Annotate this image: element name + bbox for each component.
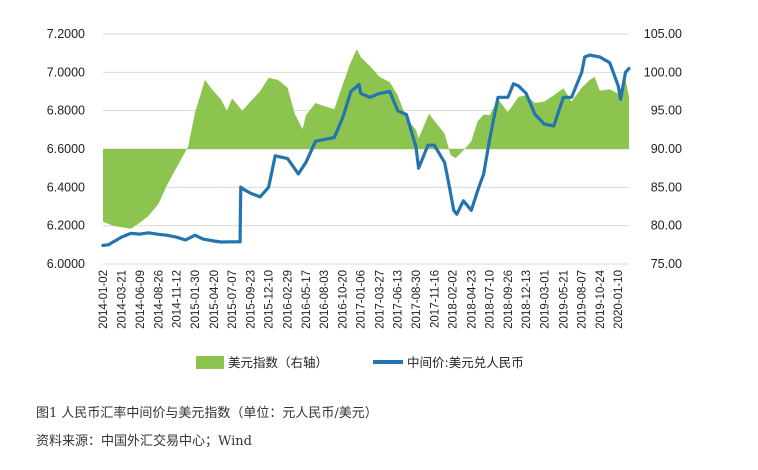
x-axis-tick-label: 2015-01-30 — [190, 270, 202, 329]
x-axis-tick-label: 2016-02-29 — [283, 270, 295, 329]
x-axis-tick-label: 2017-06-13 — [393, 270, 405, 329]
x-axis-tick-label: 2018-12-13 — [521, 270, 533, 329]
right-axis-tick-label: 80.00 — [651, 219, 682, 233]
line-series-usdcny-fixing — [101, 53, 631, 247]
left-axis-tick-label: 6.6000 — [47, 142, 85, 156]
x-axis-tick-label: 2020-01-10 — [613, 270, 625, 329]
right-axis-tick-label: 90.00 — [651, 142, 682, 156]
x-axis-tick-label: 2014-03-21 — [116, 270, 128, 329]
legend-label-area: 美元指数（右轴） — [228, 355, 328, 370]
right-axis-tick-label: 75.00 — [651, 257, 682, 271]
left-axis-tick-label: 7.0000 — [47, 65, 85, 79]
x-axis-tick-label: 2019-08-07 — [577, 270, 589, 329]
x-axis-tick-label: 2014-06-09 — [135, 270, 147, 329]
legend-swatch-area — [196, 356, 224, 369]
legend: 美元指数（右轴） 中间价:美元兑人民币 — [196, 355, 524, 370]
x-axis-tick-label: 2016-10-20 — [337, 270, 349, 329]
left-axis-tick-label: 6.0000 — [47, 257, 85, 271]
left-axis-tick-label: 6.2000 — [47, 219, 85, 233]
x-axis-tick-label: 2017-01-06 — [356, 270, 368, 329]
x-axis-tick-label: 2015-07-07 — [227, 270, 239, 329]
x-axis-tick-label: 2014-01-02 — [98, 270, 110, 329]
x-axis-tick-label: 2019-10-24 — [595, 269, 607, 328]
left-axis-tick-label: 7.2000 — [47, 27, 85, 41]
left-axis-tick-label: 6.4000 — [47, 180, 85, 194]
x-axis-ticks: 2014-01-02 2014-03-21 2014-06-09 2014-08-26… — [98, 269, 625, 328]
line-series-layer — [101, 53, 631, 247]
x-axis-tick-label: 2015-04-20 — [209, 270, 221, 329]
right-axis-tick-label: 95.00 — [651, 104, 682, 118]
x-axis-tick-label: 2014-08-26 — [153, 270, 165, 329]
x-axis-tick-label: 2017-08-30 — [411, 270, 423, 329]
right-axis-tick-label: 100.00 — [644, 65, 682, 79]
x-axis-tick-label: 2019-05-21 — [558, 270, 570, 329]
right-axis-tick-label: 105.00 — [644, 27, 682, 41]
x-axis-tick-label: 2018-07-10 — [485, 270, 497, 329]
x-axis-tick-label: 2018-04-23 — [466, 270, 478, 329]
x-axis-tick-label: 2015-12-10 — [264, 270, 276, 329]
x-axis-tick-label: 2016-08-03 — [319, 270, 331, 329]
x-axis-tick-label: 2017-03-27 — [374, 270, 386, 329]
x-axis-tick-label: 2018-09-26 — [503, 270, 515, 329]
source-note: 资料来源：中国外汇交易中心；Wind — [36, 434, 252, 449]
x-axis-tick-label: 2018-02-02 — [448, 270, 460, 329]
figure-title: 图1 人民币汇率中间价与美元指数（单位：元人民币/美元） — [36, 406, 378, 421]
area-series-dollar-index — [103, 49, 629, 229]
left-axis-ticks: 6.0000 6.2000 6.4000 6.6000 6.8000 7.0000 7.20… — [47, 27, 85, 271]
x-axis-tick-label: 2015-09-23 — [245, 270, 257, 329]
right-axis-tick-label: 85.00 — [651, 180, 682, 194]
x-axis-tick-label: 2016-05-17 — [301, 270, 313, 329]
x-axis-tick-label: 2017-11-16 — [429, 270, 441, 328]
area-series-layer — [103, 49, 629, 229]
x-axis-tick-label: 2019-03-01 — [539, 270, 551, 329]
x-axis-tick-label: 2014-11-12 — [172, 270, 184, 328]
left-axis-tick-label: 6.8000 — [47, 104, 85, 118]
right-axis-ticks: 75.00 80.00 85.00 90.00 95.00 100.00 105.00 — [644, 27, 682, 271]
legend-label-line: 中间价:美元兑人民币 — [407, 355, 524, 370]
